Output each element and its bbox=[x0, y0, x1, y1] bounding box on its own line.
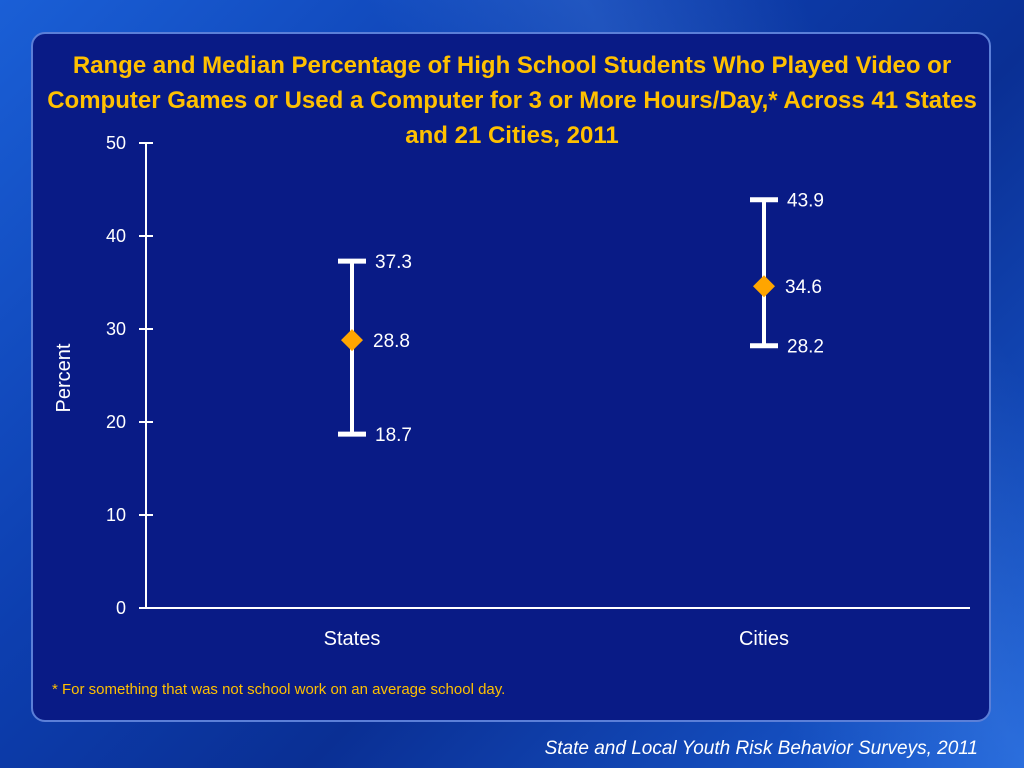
y-tick-label: 20 bbox=[106, 412, 126, 432]
median-marker bbox=[753, 275, 775, 298]
high-value-label: 43.9 bbox=[787, 191, 824, 212]
low-value-label: 28.2 bbox=[787, 337, 824, 358]
source-citation: State and Local Youth Risk Behavior Surv… bbox=[544, 738, 978, 759]
x-category-label: States bbox=[324, 628, 381, 650]
y-tick-label: 0 bbox=[116, 598, 126, 618]
low-value-label: 18.7 bbox=[375, 425, 412, 446]
median-value-label: 34.6 bbox=[785, 277, 822, 298]
high-value-label: 37.3 bbox=[375, 252, 412, 273]
median-value-label: 28.8 bbox=[373, 331, 410, 352]
chart-title: Range and Median Percentage of High Scho… bbox=[47, 52, 977, 149]
y-tick-label: 40 bbox=[106, 226, 126, 246]
x-category-label: Cities bbox=[739, 628, 789, 650]
axes: 0 10 20 30 40 50 Percent States Cities bbox=[53, 133, 970, 650]
chart-marks: 37.3 28.8 18.7 43.9 34.6 28.2 bbox=[338, 191, 824, 446]
y-tick-label: 30 bbox=[106, 319, 126, 339]
median-marker bbox=[341, 329, 363, 352]
footnote: * For something that was not school work… bbox=[52, 681, 506, 698]
y-axis-label: Percent bbox=[53, 343, 75, 412]
y-tick-label: 50 bbox=[106, 133, 126, 153]
y-tick-label: 10 bbox=[106, 505, 126, 525]
